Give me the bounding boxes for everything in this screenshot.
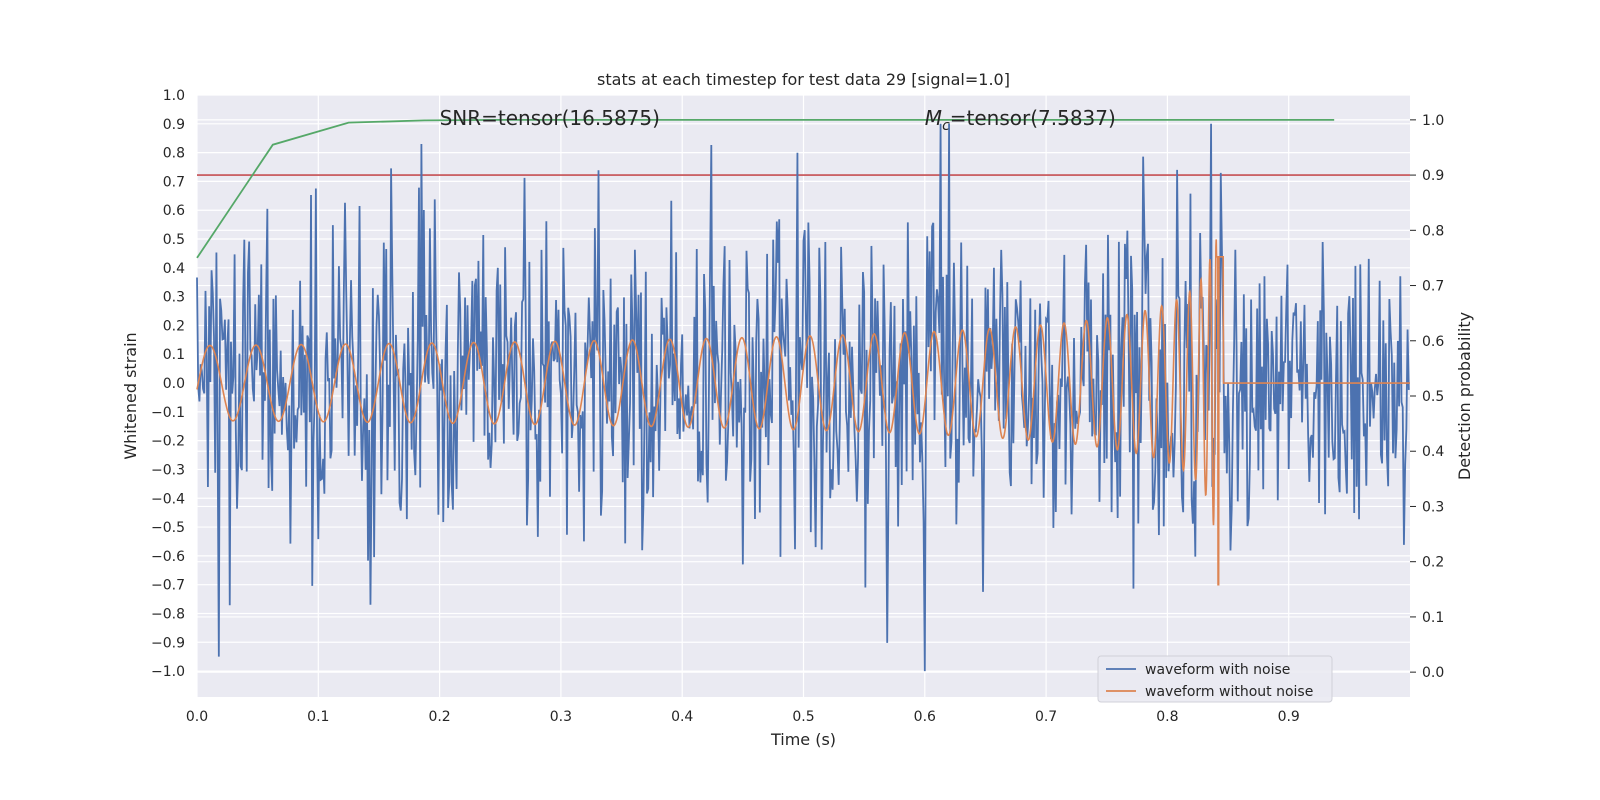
clean-layer — [196, 239, 1410, 586]
legend-box — [1097, 655, 1333, 703]
chart-title: stats at each timestep for test data 29 … — [597, 70, 1010, 89]
x-tick-label: 0.5 — [792, 709, 814, 725]
x-tick-label: 0.2 — [428, 709, 450, 725]
y-tick-label: −0.6 — [151, 549, 185, 565]
y-tick-label: 0.0 — [163, 376, 185, 392]
y-tick-label: 0.6 — [163, 203, 185, 219]
x-axis-label: Time (s) — [770, 730, 836, 749]
x-tick-label: 0.8 — [1156, 709, 1178, 725]
y-ticks: 1.0 0.9 0.8 0.7 0.6 0.5 0.4 0.3 0.2 0.1 0.0 −0.1 −0.… — [151, 88, 185, 680]
probability-layer — [196, 118, 1335, 259]
y-tick-label: 0.1 — [163, 347, 185, 363]
snr-annotation: SNR=tensor(16.5875) — [440, 106, 660, 130]
y-tick-label: −1.0 — [151, 664, 185, 680]
noisy-layer — [196, 123, 1410, 672]
y2-tick-label: 1.0 — [1422, 113, 1444, 129]
legend: waveform with noise waveform without noi… — [1097, 655, 1333, 703]
chirp-mass-subscript: c — [942, 118, 950, 134]
x-tick-label: 0.6 — [914, 709, 936, 725]
y-tick-label: 0.4 — [163, 261, 185, 277]
y-tick-label: −0.5 — [151, 520, 185, 536]
x-tick-label: 0.7 — [1035, 709, 1057, 725]
x-ticks: 0.0 0.1 0.2 0.3 0.4 0.5 0.6 0.7 0.8 0.9 — [186, 709, 1300, 725]
y2-tick-label: 0.5 — [1422, 389, 1444, 405]
chirp-mass-symbol: M — [925, 106, 942, 130]
y-tick-label: −0.7 — [151, 578, 185, 594]
y-tick-label: 0.2 — [163, 318, 185, 334]
chirp-mass-value: =tensor(7.5837) — [950, 106, 1116, 130]
series-line-waveform-with-noise — [196, 123, 1410, 672]
x-tick-label: 0.3 — [550, 709, 572, 725]
y2-tick-label: 0.0 — [1422, 665, 1444, 681]
x-tick-label: 0.9 — [1278, 709, 1300, 725]
y2-tick-label: 0.9 — [1422, 168, 1444, 184]
y-tick-label: 0.3 — [163, 290, 185, 306]
series-line-waveform-without-noise — [196, 239, 1410, 586]
y-tick-label: −0.8 — [151, 606, 185, 622]
y-tick-label: −0.1 — [151, 405, 185, 421]
legend-label-clean: waveform without noise — [1145, 684, 1313, 700]
y2-axis-label: Detection probability — [1455, 312, 1474, 480]
y-tick-label: 0.5 — [163, 232, 185, 248]
y-tick-label: −0.9 — [151, 635, 185, 651]
y-axis-label: Whitened strain — [121, 332, 140, 459]
y2-ticks: 1.0 0.9 0.8 0.7 0.6 0.5 0.4 0.3 0.2 0.1 0.0 — [1410, 113, 1444, 681]
y2-tick-label: 0.6 — [1422, 334, 1444, 350]
y2-tick-label: 0.4 — [1422, 444, 1444, 460]
y-tick-label: −0.4 — [151, 491, 185, 507]
y-tick-label: 1.0 — [163, 88, 185, 104]
y2-tick-label: 0.8 — [1422, 223, 1444, 239]
y2-tick-label: 0.1 — [1422, 610, 1444, 626]
chirp-mass-annotation: Mc=tensor(7.5837) — [925, 106, 1116, 134]
y-tick-label: 0.9 — [163, 117, 185, 133]
y2-tick-label: 0.7 — [1422, 279, 1444, 295]
y2-tick-label: 0.2 — [1422, 555, 1444, 571]
legend-label-noisy: waveform with noise — [1145, 662, 1290, 678]
y-tick-label: −0.2 — [151, 434, 185, 450]
y-tick-label: 0.7 — [163, 174, 185, 190]
x-tick-label: 0.0 — [186, 709, 208, 725]
y-tick-label: −0.3 — [151, 462, 185, 478]
x-tick-label: 0.4 — [671, 709, 693, 725]
x-tick-label: 0.1 — [307, 709, 329, 725]
y2-tick-label: 0.3 — [1422, 499, 1444, 515]
y-tick-label: 0.8 — [163, 146, 185, 162]
series-line-detection-probability — [196, 118, 1335, 259]
